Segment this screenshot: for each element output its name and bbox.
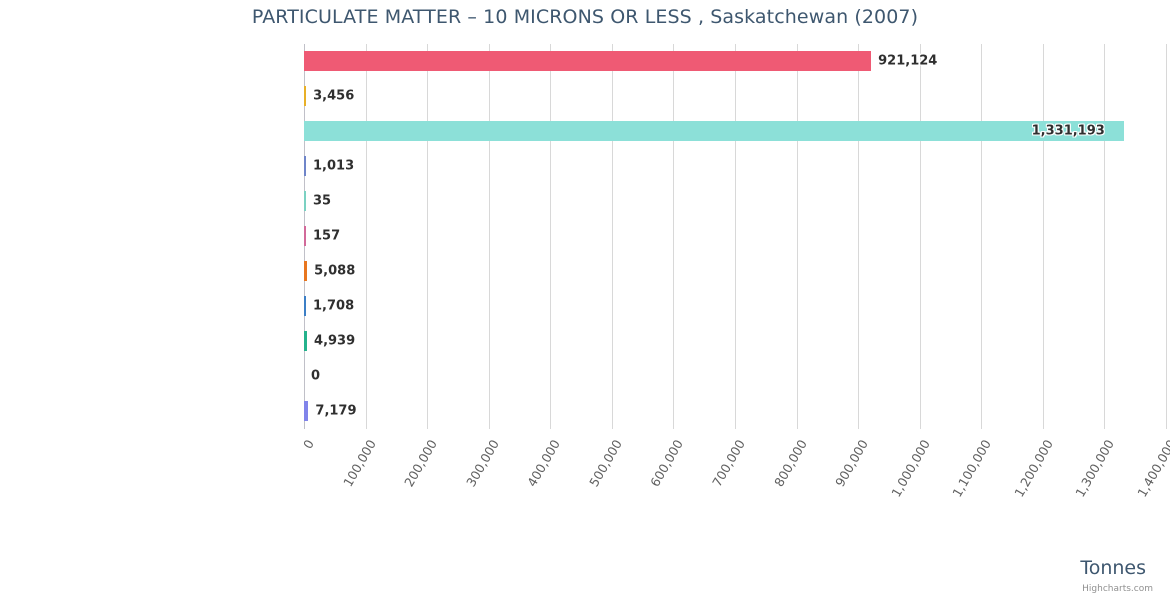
x-axis-tick-label: 800,000 (770, 437, 810, 490)
x-axis-tick-label: 1,000,000 (887, 437, 933, 500)
x-axis-tick-label: 1,200,000 (1011, 437, 1056, 500)
x-axis-tick-label: 300,000 (462, 437, 502, 490)
chart-row: Paints and Solvents0 (304, 359, 1166, 394)
gridline (673, 44, 674, 429)
gridline (427, 44, 428, 429)
bar-value-label: 35 (313, 193, 332, 209)
gridline (858, 44, 859, 429)
bar[interactable] (304, 331, 308, 351)
plot-area: Agriculture921,124Commercial/Residential… (304, 44, 1167, 429)
gridline (1166, 44, 1167, 429)
bar-value-label: 0 (311, 368, 321, 384)
bar[interactable] (304, 296, 306, 316)
x-axis-tick-label: 900,000 (832, 437, 872, 490)
chart-row: Dust1,331,193 (304, 114, 1166, 149)
gridline (489, 44, 490, 429)
chart-row: Oil and Gas Industry1,708 (304, 289, 1166, 324)
chart-row: Commercial/Residential/Institutional3,45… (304, 79, 1166, 114)
gridline (1043, 44, 1044, 429)
gridline (366, 44, 367, 429)
gridline (550, 44, 551, 429)
chart-row: Ores and Mineral Industries4,939 (304, 324, 1166, 359)
x-axis-title: Tonnes (1080, 557, 1146, 579)
x-axis-tick-label: 0 (300, 437, 317, 452)
bar-value-label: 5,088 (314, 263, 356, 279)
gridline (920, 44, 921, 429)
highcharts-credits: Highcharts.com (1082, 584, 1153, 594)
chart-row: Fires35 (304, 184, 1166, 219)
gridline (981, 44, 982, 429)
bar[interactable] (304, 401, 309, 421)
x-axis-tick-label: 500,000 (585, 437, 625, 490)
bar-value-label: 157 (313, 228, 341, 244)
x-axis-tick-label: 200,000 (401, 437, 441, 490)
x-axis-tick-label: 600,000 (647, 437, 687, 490)
chart-row: Agriculture921,124 (304, 44, 1166, 79)
x-axis-tick-label: 100,000 (339, 437, 379, 490)
gridline (612, 44, 613, 429)
gridline (797, 44, 798, 429)
x-axis-tick-label: 1,100,000 (949, 437, 995, 500)
bar-value-label: 1,331,193 (1031, 123, 1105, 139)
bar[interactable] (304, 226, 306, 246)
bar[interactable] (304, 121, 1124, 141)
bar-value-label: 1,013 (313, 158, 355, 174)
chart-row: Manufacturing5,088 (304, 254, 1166, 289)
bar[interactable] (304, 191, 306, 211)
bar-value-label: 921,124 (878, 53, 938, 69)
chart-row: Transportation and Mobile Equipment7,179 (304, 394, 1166, 429)
bar-value-label: 4,939 (314, 333, 356, 349)
gridline (1104, 44, 1105, 429)
bar[interactable] (304, 261, 308, 281)
x-axis-tick-label: 400,000 (524, 437, 564, 490)
chart-row: Electric Power Generation (Utilities)1,0… (304, 149, 1166, 184)
bar-value-label: 1,708 (313, 298, 355, 314)
x-axis-tick-label: 700,000 (709, 437, 748, 490)
chart-row: Incineration and Waste Sources157 (304, 219, 1166, 254)
bar-value-label: 7,179 (315, 403, 357, 419)
bar[interactable] (304, 156, 306, 176)
bar-value-label: 3,456 (313, 88, 355, 104)
bar[interactable] (304, 51, 872, 71)
gridline (735, 44, 736, 429)
chart-title: PARTICULATE MATTER – 10 MICRONS OR LESS … (251, 6, 919, 28)
bar[interactable] (304, 86, 307, 106)
